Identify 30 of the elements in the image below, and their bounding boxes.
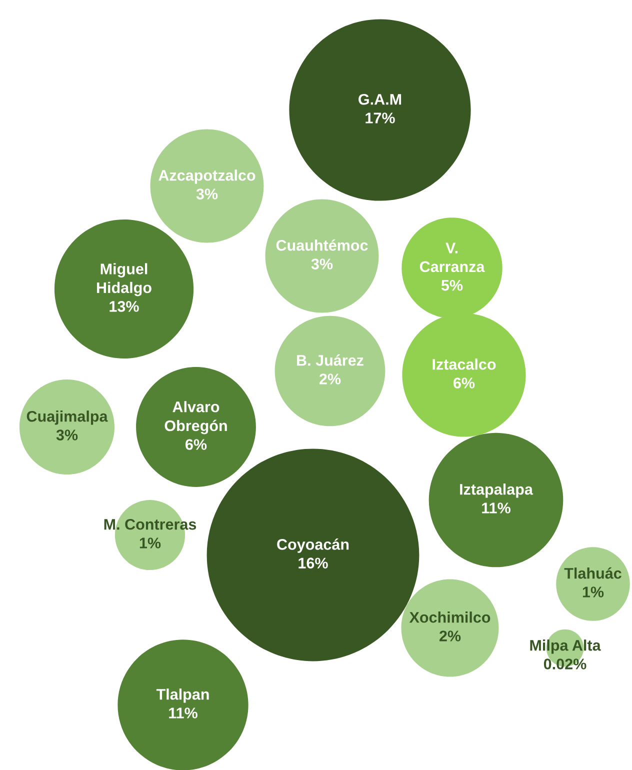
category-label: Tlalpan (156, 688, 209, 703)
data-label: 16% (298, 558, 328, 569)
data-label: 17% (366, 112, 395, 124)
category-label: Cuajimalpa (26, 410, 108, 425)
category-label: Coyoacán (277, 538, 349, 553)
category-label: Iztapalapa (460, 484, 534, 498)
data-label: 3% (311, 258, 333, 270)
data-label: 2% (439, 630, 461, 642)
data-label: 13% (110, 301, 139, 312)
category-label: Azcapotzalco (158, 170, 256, 184)
category-label: Iztacalco (432, 358, 496, 370)
data-label: 3% (196, 188, 218, 200)
data-label: 5% (441, 280, 463, 291)
data-label: 0.02% (544, 658, 586, 670)
category-label: B. Juárez (297, 354, 364, 366)
category-label: Xochimilco (409, 612, 490, 623)
category-label: G.A.M (358, 94, 402, 105)
data-label: 2% (319, 374, 341, 384)
data-label: 6% (186, 439, 207, 450)
data-label: 1% (140, 538, 161, 548)
category-label: Tlahuác (564, 567, 622, 579)
data-label: 1% (582, 586, 604, 598)
data-label: 11% (482, 502, 510, 514)
category-label: V. Carranza (420, 242, 485, 272)
category-label: Miguel Hidalgo (97, 263, 152, 296)
data-label: 3% (56, 430, 78, 440)
category-label: Alvaro Obregón (164, 401, 227, 434)
data-label: 6% (454, 378, 475, 388)
category-label: Cuauhtémoc (276, 239, 368, 251)
data-label: 11% (169, 708, 198, 718)
